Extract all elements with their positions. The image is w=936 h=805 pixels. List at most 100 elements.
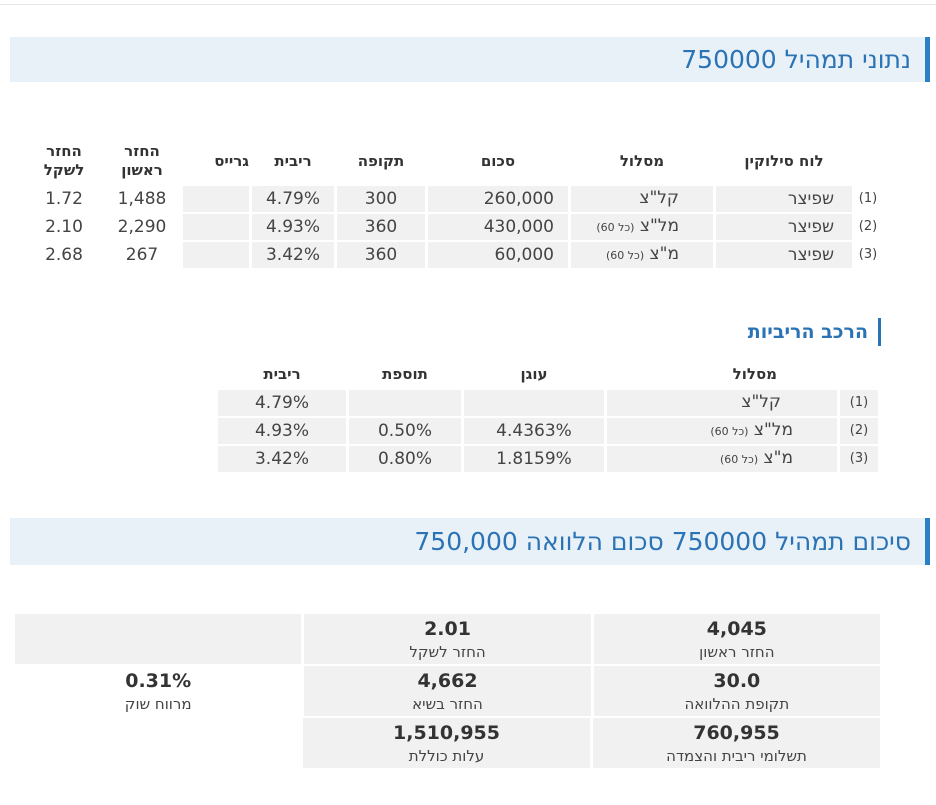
rate-cell: 3.42% [218,446,346,472]
first-payment-cell: 267 [125,245,159,265]
header-period: תקופה [357,151,405,170]
schedule-cell: שפיצר [716,214,852,240]
track-cell: קל"צ [571,186,713,212]
table-row: (1) שפיצר קל"צ 260,000 300 4.79% 1,488 1… [27,186,881,212]
return-per-shekel-cell: 2.10 [45,217,83,237]
header-rate: ריבית [274,151,312,170]
top-divider [0,4,936,5]
track-note: (כל 60) [605,249,645,262]
amount-cell: 60,000 [428,242,568,268]
header-index [855,138,881,184]
addition-cell: 0.80% [349,446,461,472]
amount-cell: 430,000 [428,214,568,240]
summary-peak-payment: 4,662 החזר בשיא [304,666,591,716]
rate-composition-title: הרכב הריביות [748,318,881,346]
header-track: מסלול [619,151,665,170]
table-row: (3) שפיצר מ"צ (כל 60) 60,000 360 3.42% 2… [27,242,881,268]
return-per-shekel-cell: 2.68 [45,245,83,265]
row-index: (3) [858,247,878,262]
summary-grid: 4,045 החזר ראשון 2.01 החזר לשקל 30.0 תקו… [12,614,880,770]
track-note: (כל 60) [596,221,635,234]
table-row: (1) קל"צ 4.79% [218,390,878,416]
loan-table-header-row: לוח סילוקין מסלול סכום תקופה ריבית גרייס… [27,138,881,184]
rate-table-header-row: מסלול עוגן תוספת ריבית [218,360,878,388]
track-note: (כל 60) [710,425,749,438]
header-grace: גרייס [214,151,249,170]
schedule-cell: שפיצר [716,242,852,268]
track-cell: מ"צ (כל 60) [571,242,713,268]
header-track: מסלול [732,365,777,383]
return-per-shekel-cell: 1.72 [45,189,83,209]
rate-cell: 3.42% [252,242,334,268]
header-index [840,360,878,388]
header-rate: ריבית [263,365,301,383]
summary-label: החזר בשיא [412,695,483,713]
table-row: (2) שפיצר מל"צ (כל 60) 430,000 360 4.93%… [27,214,881,240]
header-first-payment: החזר ראשון [121,142,163,179]
period-cell: 360 [337,242,425,268]
summary-value: 1,510,955 [393,722,500,744]
anchor-cell [464,390,604,416]
summary-total-cost: 1,510,955 עלות כוללת [303,718,590,768]
mix-data-header: נתוני תמהיל 750000 [10,37,930,82]
amount-cell: 260,000 [428,186,568,212]
loan-tracks-table: לוח סילוקין מסלול סכום תקופה ריבית גרייס… [24,136,884,270]
row-index: (2) [840,418,878,444]
summary-row: 30.0 תקופת ההלוואה 4,662 החזר בשיא 0.31%… [12,666,880,716]
summary-value: 2.01 [424,618,471,640]
table-row: (2) מל"צ (כל 60) 4.4363% 0.50% 4.93% [218,418,878,444]
header-return-per-shekel: החזר לשקל [43,142,85,179]
summary-value: 4,045 [706,618,767,640]
header-amount: סכום [480,151,516,170]
rate-cell: 4.79% [252,186,334,212]
rate-cell: 4.79% [218,390,346,416]
summary-first-payment: 4,045 החזר ראשון [593,614,880,664]
track-cell: קל"צ [607,390,837,416]
addition-cell [349,390,461,416]
track-name: מל"צ [639,216,679,236]
schedule-cell: שפיצר [716,186,852,212]
track-name: קל"צ [639,188,679,208]
header-schedule: לוח סילוקין [744,151,824,170]
summary-value: 4,662 [417,670,478,692]
track-cell: מ"צ (כל 60) [607,446,837,472]
anchor-cell: 1.8159% [464,446,604,472]
summary-label: תשלומי ריבית והצמדה [666,747,807,765]
header-addition: תוספת [382,365,428,383]
track-name: קל"צ [741,392,781,412]
summary-loan-period: 30.0 תקופת ההלוואה [593,666,880,716]
table-row: (3) מ"צ (כל 60) 1.8159% 0.80% 3.42% [218,446,878,472]
summary-market-margin: 0.31% מרווח שוק [15,666,301,716]
track-cell: מל"צ (כל 60) [571,214,713,240]
grace-cell [183,186,249,212]
track-note: (כל 60) [719,453,759,466]
summary-value: 760,955 [693,722,780,744]
summary-row: 4,045 החזר ראשון 2.01 החזר לשקל [12,614,880,664]
track-cell: מל"צ (כל 60) [607,418,837,444]
summary-return-per-shekel: 2.01 החזר לשקל [304,614,591,664]
summary-value: 0.31% [125,670,192,692]
track-name: מ"צ [763,448,793,468]
grace-cell [183,242,249,268]
period-cell: 300 [337,186,425,212]
track-name: מ"צ [649,244,679,264]
rate-cell: 4.93% [218,418,346,444]
rate-composition-table: מסלול עוגן תוספת ריבית (1) קל"צ 4.79% (2… [215,358,881,474]
header-anchor: עוגן [520,365,548,383]
first-payment-cell: 2,290 [117,217,167,237]
track-name: מל"צ [753,420,793,440]
mix-summary-header: סיכום תמהיל 750000 סכום הלוואה 750,000 [10,518,930,565]
summary-label: החזר לשקל [409,643,486,661]
row-index: (1) [840,390,878,416]
first-payment-cell: 1,488 [117,189,167,209]
mix-data-title: נתוני תמהיל 750000 [681,45,911,74]
period-cell: 360 [337,214,425,240]
summary-interest-indexation: 760,955 תשלומי ריבית והצמדה [593,718,880,768]
summary-label: עלות כוללת [408,747,485,765]
summary-label: החזר ראשון [699,643,775,661]
summary-empty [15,614,302,664]
addition-cell: 0.50% [349,418,461,444]
row-index: (3) [840,446,878,472]
row-index: (2) [858,219,878,234]
row-index: (1) [858,191,878,206]
